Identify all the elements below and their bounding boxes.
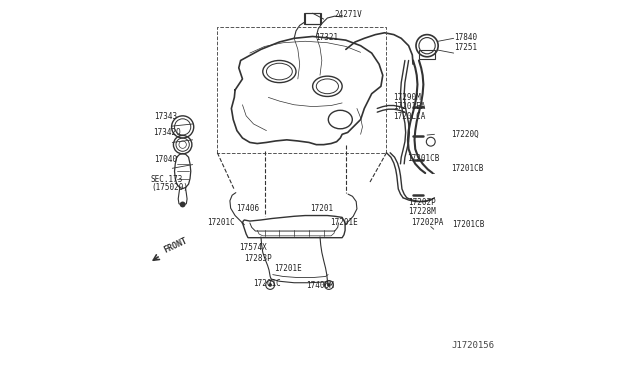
Text: 17201E: 17201E: [274, 264, 301, 273]
Text: 17202PA: 17202PA: [412, 218, 444, 227]
Text: (175020): (175020): [151, 183, 188, 192]
Text: 17251: 17251: [454, 43, 477, 52]
Text: 17840: 17840: [454, 33, 477, 42]
Bar: [305, 13, 320, 23]
Text: 17228M: 17228M: [408, 207, 436, 216]
Text: 17406: 17406: [236, 204, 259, 213]
Text: 17574X: 17574X: [239, 243, 266, 251]
Text: 17290M: 17290M: [393, 93, 421, 102]
Text: 17201C: 17201C: [253, 279, 280, 288]
Text: 24271V: 24271V: [334, 10, 362, 19]
Bar: [305, 13, 321, 24]
Text: 17201C: 17201C: [207, 218, 235, 227]
Text: 17406M: 17406M: [306, 280, 333, 289]
Circle shape: [268, 283, 272, 287]
Circle shape: [327, 283, 331, 287]
Text: 17201CB: 17201CB: [452, 220, 484, 230]
Circle shape: [180, 202, 186, 208]
Text: 17220Q: 17220Q: [451, 130, 479, 139]
Text: 17201EA: 17201EA: [393, 102, 426, 111]
Text: 17040: 17040: [155, 155, 178, 164]
Text: 17201CB: 17201CB: [407, 154, 439, 163]
Text: 17343: 17343: [155, 112, 178, 121]
Text: FRONT: FRONT: [162, 237, 188, 255]
Text: SEC.173: SEC.173: [151, 175, 183, 184]
Text: 17342Q: 17342Q: [153, 128, 181, 137]
Text: 17201E: 17201E: [330, 218, 358, 227]
Text: 17321: 17321: [316, 33, 339, 42]
Text: 17202P: 17202P: [408, 198, 436, 207]
Text: 17283P: 17283P: [244, 254, 272, 263]
Text: 17201: 17201: [310, 204, 333, 213]
Bar: [419, 51, 435, 59]
Text: 1720LCA: 1720LCA: [393, 112, 426, 121]
Text: 17201CB: 17201CB: [451, 164, 483, 173]
Text: J1720156: J1720156: [451, 341, 494, 350]
